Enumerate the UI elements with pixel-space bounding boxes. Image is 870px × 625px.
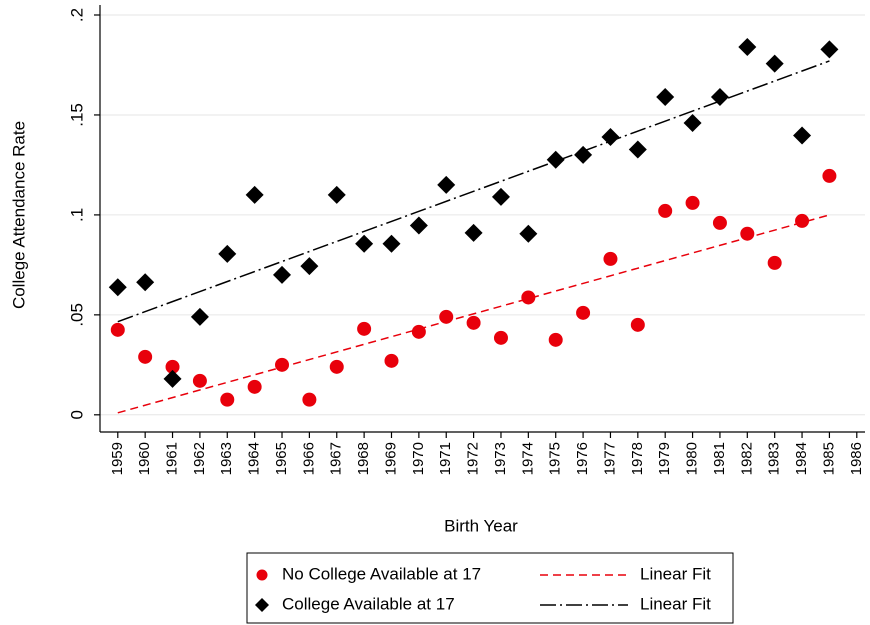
circle-marker	[302, 392, 317, 407]
circle-marker	[165, 359, 180, 374]
legend-marker	[255, 598, 269, 612]
circle-marker	[466, 315, 481, 330]
x-tick-label: 1964	[246, 442, 263, 475]
circle-marker	[493, 330, 508, 345]
diamond-marker	[656, 87, 675, 106]
y-tick-label: .05	[67, 303, 86, 327]
diamond-marker	[355, 234, 374, 253]
circle-marker	[192, 373, 207, 388]
fit-line	[117, 60, 830, 323]
diamond-marker	[273, 265, 292, 284]
circle-marker	[521, 290, 536, 305]
circle-marker	[329, 359, 344, 374]
x-tick-label: 1978	[629, 442, 646, 475]
circle-marker	[247, 379, 262, 394]
diamond-marker	[218, 244, 237, 263]
diamond-marker	[464, 223, 483, 242]
circle-marker	[110, 322, 125, 337]
circle-marker	[795, 213, 810, 228]
y-axis-title: College Attendance Rate	[9, 121, 28, 309]
y-tick-label: 0	[67, 410, 86, 419]
legend-label: Linear Fit	[640, 564, 711, 583]
circle-marker	[822, 168, 837, 183]
diamond-marker	[409, 216, 428, 235]
circle-marker	[603, 251, 618, 266]
diamond-marker	[601, 127, 620, 146]
diamond-marker	[738, 37, 757, 56]
diamond-marker	[628, 140, 647, 159]
x-tick-label: 1961	[164, 442, 181, 475]
legend-label: College Available at 17	[282, 594, 455, 613]
y-tick-label: .1	[67, 208, 86, 222]
diamond-marker	[245, 185, 264, 204]
legend-label: Linear Fit	[640, 594, 711, 613]
x-tick-label: 1963	[218, 442, 235, 475]
x-axis-title: Birth Year	[444, 516, 518, 535]
diamond-marker	[327, 185, 346, 204]
circle-marker	[712, 215, 727, 230]
x-tick-label: 1982	[738, 442, 755, 475]
circle-marker	[357, 321, 372, 336]
diamond-marker	[382, 234, 401, 253]
x-tick-label: 1973	[492, 442, 509, 475]
diamond-marker	[300, 257, 319, 276]
x-tick-label: 1969	[382, 442, 399, 475]
x-tick-label: 1967	[328, 442, 345, 475]
x-tick-label: 1974	[519, 442, 536, 475]
legend-box	[246, 552, 734, 624]
x-tick-label: 1979	[656, 442, 673, 475]
x-tick-label: 1983	[766, 442, 783, 475]
diamond-marker	[437, 175, 456, 194]
x-tick-label: 1971	[437, 442, 454, 475]
circle-marker	[138, 349, 153, 364]
circle-marker	[220, 392, 235, 407]
x-tick-label: 1985	[820, 442, 837, 475]
diamond-marker	[683, 113, 702, 132]
circle-marker	[630, 317, 645, 332]
diamond-marker	[574, 145, 593, 164]
diamond-marker	[793, 126, 812, 145]
diamond-marker	[546, 150, 565, 169]
circle-marker	[767, 255, 782, 270]
circle-marker	[576, 305, 591, 320]
x-tick-label: 1959	[109, 442, 126, 475]
diamond-marker	[190, 307, 209, 326]
x-tick-label: 1984	[793, 442, 810, 475]
y-tick-label: .15	[67, 103, 86, 127]
diamond-marker	[491, 187, 510, 206]
x-tick-label: 1968	[355, 442, 372, 475]
fit-line	[117, 214, 830, 414]
x-tick-label: 1986	[848, 442, 865, 475]
circle-marker	[658, 203, 673, 218]
legend-marker	[256, 569, 268, 581]
diamond-marker	[710, 87, 729, 106]
circle-marker	[548, 332, 563, 347]
x-tick-label: 1976	[574, 442, 591, 475]
x-tick-label: 1965	[273, 442, 290, 475]
circle-marker	[275, 357, 290, 372]
circle-marker	[685, 195, 700, 210]
legend-label: No College Available at 17	[282, 564, 481, 583]
circle-marker	[740, 226, 755, 241]
x-tick-label: 1960	[136, 442, 153, 475]
x-tick-label: 1966	[300, 442, 317, 475]
y-tick-label: .2	[67, 8, 86, 22]
diamond-marker	[136, 273, 155, 292]
x-tick-label: 1972	[465, 442, 482, 475]
diamond-marker	[163, 369, 182, 388]
x-tick-label: 1980	[684, 442, 701, 475]
x-tick-label: 1981	[711, 442, 728, 475]
x-tick-label: 1970	[410, 442, 427, 475]
diamond-marker	[519, 224, 538, 243]
circle-marker	[384, 353, 399, 368]
diamond-marker	[108, 278, 127, 297]
diamond-marker	[820, 40, 839, 59]
x-tick-label: 1962	[191, 442, 208, 475]
x-tick-label: 1977	[601, 442, 618, 475]
diamond-marker	[765, 54, 784, 73]
x-tick-label: 1975	[547, 442, 564, 475]
